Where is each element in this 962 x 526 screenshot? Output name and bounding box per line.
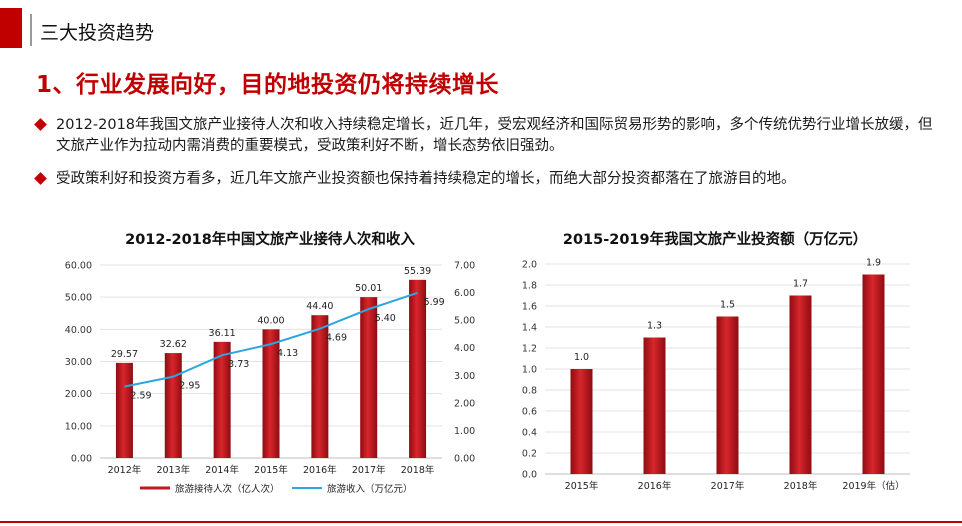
bar [164, 353, 182, 458]
y-tick-label: 2.0 [522, 260, 537, 271]
y-right-tick-label: 5.00 [454, 316, 475, 327]
x-tick-label: 2018年 [784, 480, 818, 492]
bullet-item: 受政策利好和投资方看多，近几年文旅产业投资额也保持着持续稳定的增长，而绝大部分投… [34, 169, 934, 190]
bar [789, 295, 812, 474]
bar [643, 337, 666, 474]
bar-data-label: 1.3 [647, 321, 662, 332]
y-right-tick-label: 7.00 [454, 261, 475, 272]
y-tick-label: 0.8 [522, 386, 537, 397]
bar-data-label: 1.9 [866, 258, 881, 269]
y-left-tick-label: 50.00 [65, 293, 92, 304]
x-tick-label: 2017年 [711, 480, 745, 492]
y-tick-label: 1.4 [522, 323, 537, 334]
y-tick-label: 1.0 [522, 365, 537, 376]
bar-data-label: 1.5 [720, 300, 735, 311]
bar-data-label: 55.39 [404, 266, 431, 277]
bar [115, 362, 133, 458]
y-right-tick-label: 4.00 [454, 343, 475, 354]
bar [311, 315, 329, 458]
y-tick-label: 0.4 [522, 428, 537, 439]
y-tick-label: 1.8 [522, 281, 537, 292]
diamond-bullet-icon [34, 172, 47, 185]
line-data-label: 4.69 [326, 333, 347, 344]
chart2-title: 2015-2019年我国文旅产业投资额（万亿元） [562, 232, 868, 248]
y-tick-label: 0.0 [522, 470, 537, 481]
line-data-label: 2.95 [179, 381, 200, 392]
bar-data-label: 1.0 [574, 352, 589, 363]
y-left-tick-label: 40.00 [65, 325, 92, 336]
x-tick-label: 2015年 [565, 480, 599, 492]
bullet-text: 受政策利好和投资方看多，近几年文旅产业投资额也保持着持续稳定的增长，而绝大部分投… [56, 171, 796, 187]
bar-data-label: 32.62 [160, 339, 187, 350]
bar-data-label: 1.7 [793, 279, 808, 290]
y-right-tick-label: 6.00 [454, 288, 475, 299]
y-left-tick-label: 0.00 [71, 454, 92, 465]
line-data-label: 2.59 [130, 391, 151, 402]
header-divider [30, 14, 32, 46]
bar-data-label: 29.57 [111, 349, 138, 360]
bar-data-label: 36.11 [209, 328, 236, 339]
line-data-label: 3.73 [228, 359, 249, 370]
chart1-title: 2012-2018年中国文旅产业接待人次和收入 [125, 232, 415, 248]
bar [213, 341, 231, 458]
y-left-tick-label: 20.00 [65, 389, 92, 400]
bar [360, 297, 378, 458]
bar [409, 279, 427, 458]
header-accent-block [0, 8, 22, 48]
bar [862, 274, 885, 474]
legend-bar-label: 旅游接待人次（亿人次） [175, 483, 280, 495]
header-title: 三大投资趋势 [40, 22, 155, 44]
bullet-item: 2012-2018年我国文旅产业接待人次和收入持续稳定增长，近几年，受宏观经济和… [34, 115, 934, 157]
bullet-text: 2012-2018年我国文旅产业接待人次和收入持续稳定增长，近几年，受宏观经济和… [56, 117, 933, 154]
y-tick-label: 1.6 [522, 302, 537, 313]
bar-data-label: 40.00 [257, 315, 284, 326]
bar [716, 316, 739, 474]
bar-data-label: 44.40 [306, 301, 333, 312]
bullet-list: 2012-2018年我国文旅产业接待人次和收入持续稳定增长，近几年，受宏观经济和… [34, 115, 934, 202]
y-right-tick-label: 2.00 [454, 398, 475, 409]
y-left-tick-label: 10.00 [65, 421, 92, 432]
main-heading: 1、行业发展向好，目的地投资仍将持续增长 [36, 72, 500, 98]
bottom-rule [0, 521, 962, 523]
line-data-label: 5.99 [424, 297, 445, 308]
revenue-line [124, 291, 418, 388]
y-tick-label: 1.2 [522, 344, 537, 355]
x-tick-label: 2016年 [303, 464, 337, 476]
line-data-label: 5.40 [375, 313, 396, 324]
x-tick-label: 2012年 [108, 464, 142, 476]
y-tick-label: 0.6 [522, 407, 537, 418]
x-tick-label: 2014年 [205, 464, 239, 476]
visitors-revenue-chart: 0.00 10.00 20.00 30.00 40.00 50.00 60.00 0.00 1.… [65, 261, 475, 496]
x-tick-label: 2013年 [156, 464, 190, 476]
bar-data-label: 50.01 [355, 283, 382, 294]
diamond-bullet-icon [34, 118, 47, 131]
bar [262, 329, 280, 458]
x-tick-label: 2015年 [254, 464, 288, 476]
y-right-tick-label: 0.00 [454, 454, 475, 465]
x-tick-label: 2018年 [401, 464, 435, 476]
bar [570, 369, 593, 474]
y-right-tick-label: 3.00 [454, 371, 475, 382]
x-tick-label: 2019年（估） [842, 480, 904, 492]
legend-line-label: 旅游收入（万亿元） [327, 483, 413, 495]
x-tick-label: 2016年 [638, 480, 672, 492]
header-bar: 三大投资趋势 [0, 0, 962, 50]
y-right-tick-label: 1.00 [454, 426, 475, 437]
investment-chart: 0.0 0.2 0.4 0.6 0.8 1.0 1.2 1.4 1.6 1.8 2.0 1.0 2015… [522, 258, 910, 492]
y-left-tick-label: 30.00 [65, 357, 92, 368]
y-left-tick-label: 60.00 [65, 261, 92, 272]
line-data-label: 4.13 [277, 348, 298, 359]
x-tick-label: 2017年 [352, 464, 386, 476]
y-tick-label: 0.2 [522, 449, 537, 460]
